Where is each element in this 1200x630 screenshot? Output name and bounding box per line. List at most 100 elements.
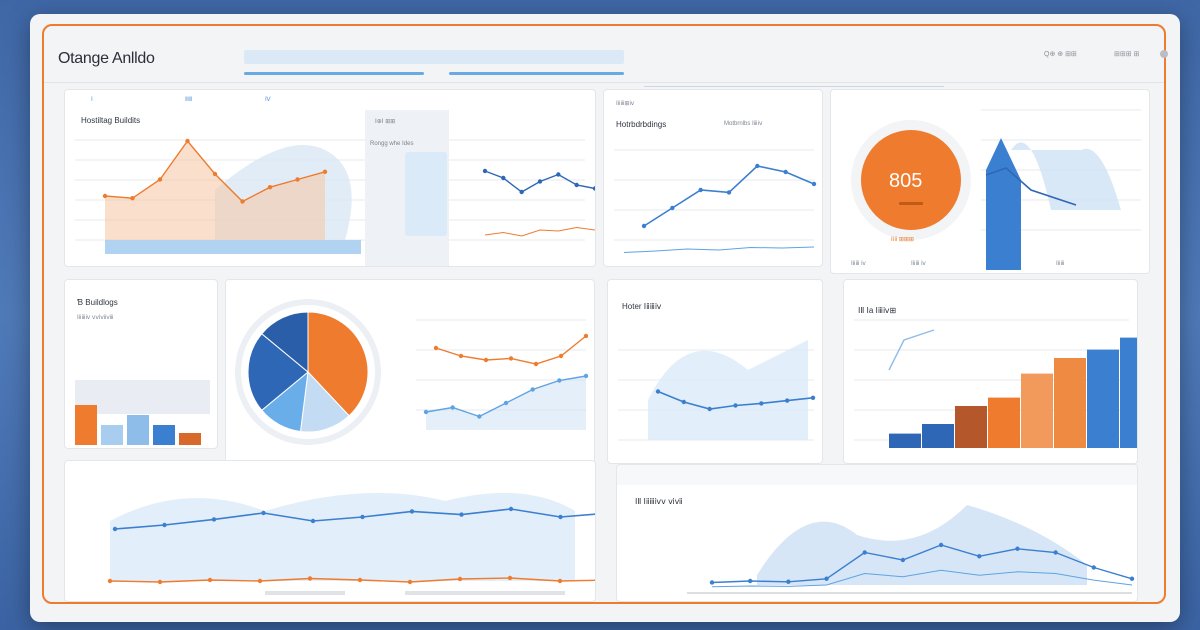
data-point: [211, 517, 217, 522]
data-point: [938, 542, 944, 548]
baseline-band: [105, 240, 361, 254]
data-point: [507, 575, 513, 581]
panel-label: Motbrnlbs Ⅰⅲⅳ: [724, 121, 763, 127]
bell-icon[interactable]: [1160, 50, 1168, 58]
data-point: [240, 199, 245, 204]
bar: [1054, 358, 1086, 448]
data-point: [157, 579, 163, 585]
data-point: [157, 177, 163, 182]
data-point: [574, 182, 579, 188]
background-area: [757, 505, 1087, 585]
series-line: [711, 569, 1133, 588]
data-point: [267, 185, 273, 190]
data-point: [786, 579, 791, 584]
pie-slice: [261, 311, 309, 374]
footer-label: Ⅰⅱⅲ ⅳ: [911, 261, 926, 267]
data-point: [483, 357, 489, 363]
panel-subtitle: Ⅰⅱⅲⅳ ⅴⅵⅶⅷ: [77, 315, 114, 321]
data-point: [423, 409, 429, 415]
panel-title: Hoter Ⅰⅱⅲⅳ: [622, 302, 662, 311]
panel-pie-chart: [225, 279, 595, 464]
panel-title: ⅠⅡ Ⅰⅱⅲⅳⅴ ⅵⅶ: [635, 497, 683, 506]
bar: [1021, 373, 1053, 448]
pie-slice: [247, 333, 309, 411]
tab-bar[interactable]: [244, 50, 624, 64]
panel-trend: Hoter Ⅰⅱⅲⅳ: [607, 279, 823, 464]
data-point: [261, 510, 266, 516]
data-point: [1015, 546, 1020, 551]
data-point: [207, 577, 213, 583]
bar: [1087, 349, 1119, 448]
data-point: [824, 576, 829, 581]
line-chart: [107, 493, 595, 595]
inset-highlight: [405, 152, 447, 236]
data-point: [482, 168, 488, 174]
pie-chart: [235, 299, 589, 445]
gauge-marker: [899, 202, 923, 205]
panel-label: Ⅰ: [91, 97, 93, 103]
data-point: [759, 401, 764, 406]
data-point: [295, 177, 300, 182]
data-point: [107, 578, 113, 584]
panel-wide-line: [64, 460, 596, 602]
data-point: [458, 353, 464, 359]
pie-slice: [307, 311, 369, 417]
bar: [127, 415, 149, 445]
header-divider: [644, 86, 944, 87]
line-chart: [617, 465, 1137, 594]
tab-underline: [244, 72, 424, 75]
panel-label: ⅡⅢ: [185, 97, 193, 103]
bar: [101, 425, 123, 445]
bar-band: [75, 380, 210, 414]
data-point: [810, 395, 816, 400]
bar: [1120, 337, 1137, 448]
gauge-fill: [861, 130, 961, 230]
gauge-label: Ⅰⅰⅱ ⊞⊞⊞: [891, 237, 914, 243]
bar: [889, 433, 921, 448]
data-point: [530, 387, 535, 392]
line-chart: [614, 149, 817, 253]
data-point: [641, 223, 647, 229]
data-point: [655, 389, 661, 394]
background-area: [1011, 142, 1121, 210]
data-point: [407, 579, 413, 585]
panel-title: Ɓ Buildlogs: [77, 298, 118, 307]
data-point: [501, 175, 506, 181]
series-line: [888, 329, 935, 371]
data-point: [360, 514, 365, 520]
bar: [988, 397, 1020, 448]
data-point: [433, 345, 439, 351]
panel-spike-line: ⅠⅡ Ⅰⅱⅲⅳⅴ ⅵⅶ: [616, 464, 1138, 602]
data-point: [508, 356, 514, 361]
panel-label: Ⅳ: [265, 97, 271, 103]
data-point: [409, 509, 415, 514]
data-point: [307, 576, 313, 581]
panel-line-chart: Ⅰⅱⅲ⊞ⅳ Hotrbdrbdings Motbrnlbs Ⅰⅲⅳ: [603, 89, 823, 267]
series-line: [985, 167, 1077, 206]
area-chart: [75, 110, 595, 266]
line-chart: [618, 340, 816, 441]
data-point: [257, 578, 263, 584]
footer-label: Ⅰⅱⅲ: [1056, 261, 1065, 267]
bar-chart: [854, 319, 1137, 448]
data-point: [322, 169, 328, 174]
pie-slice: [299, 370, 350, 433]
series-line: [484, 226, 595, 237]
series-area: [105, 141, 325, 240]
data-point: [707, 406, 712, 412]
data-point: [310, 518, 316, 524]
panel-title: Hostiltag Buildits: [81, 116, 141, 125]
data-point: [900, 557, 906, 563]
data-point: [102, 193, 108, 199]
panel-gauge: 805 Ⅰⅰⅱ ⊞⊞⊞ Ⅰⅱⅲ ⅳ Ⅰⅱⅲ ⅳ Ⅰⅱⅲ: [830, 89, 1150, 274]
data-point: [162, 522, 167, 528]
panel-buildlogs: Ɓ Buildlogs Ⅰⅱⅲⅳ ⅴⅵⅶⅷ: [64, 279, 218, 449]
data-point: [357, 577, 363, 583]
inset-title: Rongg whe Ⅰdes: [370, 141, 414, 147]
data-point: [212, 171, 218, 177]
panel-label: Ⅰⅱⅲ⊞ⅳ: [616, 101, 635, 107]
bar: [179, 433, 201, 445]
background-area: [110, 493, 575, 581]
data-point: [130, 196, 135, 201]
data-point: [592, 186, 595, 191]
